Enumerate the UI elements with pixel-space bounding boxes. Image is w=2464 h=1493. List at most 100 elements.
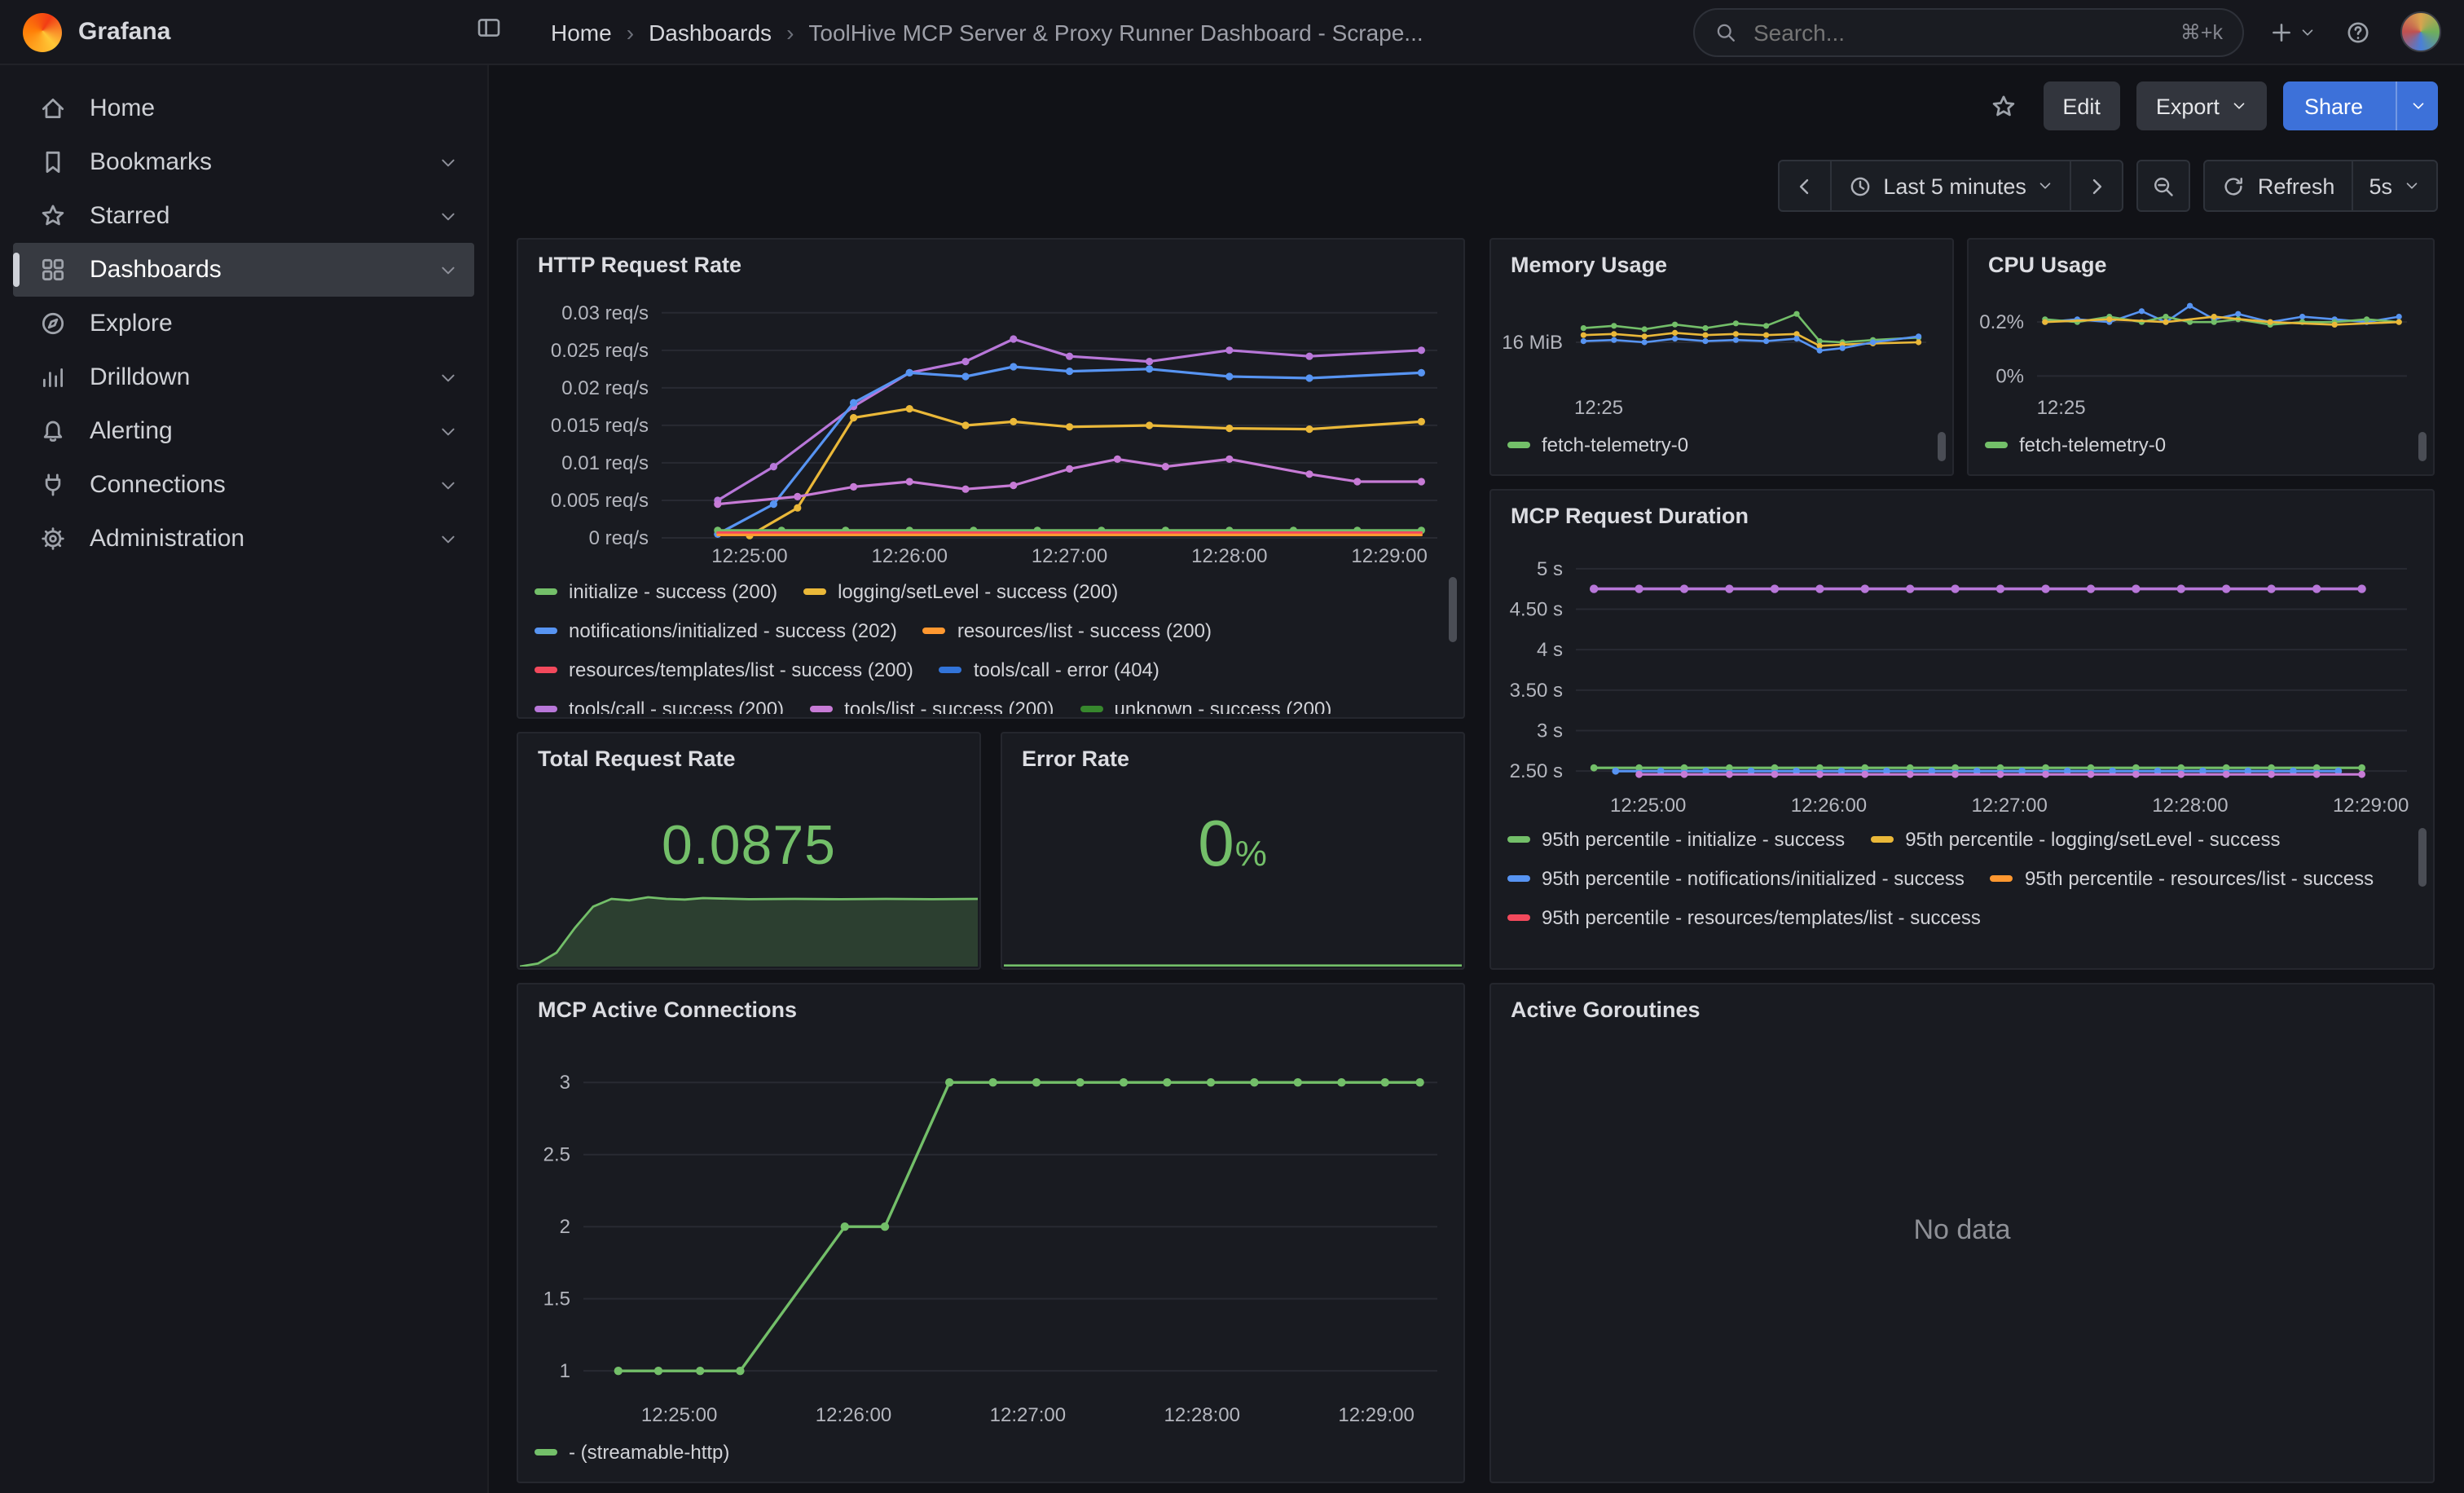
panel-title[interactable]: Total Request Rate: [538, 746, 736, 770]
zoom-out-button[interactable]: [2139, 161, 2189, 210]
sidebar-toggle-button[interactable]: [466, 9, 512, 55]
help-button[interactable]: [2335, 9, 2381, 55]
legend-item[interactable]: tools/call - success (200): [535, 694, 784, 714]
svg-text:1: 1: [560, 1360, 570, 1382]
header-actions: ⌘+k: [1693, 7, 2441, 56]
series-swatch: [535, 1449, 557, 1456]
legend-label: initialize - success (200): [569, 580, 778, 603]
zoom-out-group: [2136, 160, 2191, 212]
chevron-down-icon[interactable]: [438, 152, 458, 172]
series-swatch: [1080, 706, 1103, 712]
user-avatar[interactable]: [2400, 11, 2441, 52]
home-link[interactable]: Grafana: [23, 12, 450, 51]
mcp-active-connections-chart[interactable]: 1 1.5 2 2.5 3 12:25:00 12:26:00 12:27:00 12:28:0…: [525, 1033, 1450, 1429]
legend-item[interactable]: resources/templates/list - success (200): [535, 655, 913, 685]
legend-item[interactable]: 95th percentile - resources/templates/li…: [1507, 903, 1981, 932]
legend-item[interactable]: tools/list - success (200): [810, 694, 1054, 714]
svg-text:12:29:00: 12:29:00: [1338, 1404, 1414, 1426]
svg-text:12:27:00: 12:27:00: [1032, 545, 1107, 567]
cpu-usage-chart[interactable]: 0.2% 0% 12:25: [1972, 282, 2420, 422]
refresh-interval-picker[interactable]: 5s: [2351, 161, 2436, 210]
chevron-down-icon: [2038, 178, 2054, 194]
breadcrumb-home[interactable]: Home: [551, 19, 612, 45]
error-rate-sparkline[interactable]: [1002, 940, 1463, 967]
svg-text:3 s: 3 s: [1537, 720, 1563, 742]
series-swatch: [535, 628, 557, 634]
cpu-legend: fetch-telemetry-0: [1985, 430, 2404, 463]
legend-item[interactable]: logging/setLevel - success (200): [803, 577, 1118, 606]
total-request-rate-sparkline[interactable]: [518, 865, 979, 968]
panel-title[interactable]: MCP Active Connections: [538, 997, 798, 1021]
panel-title[interactable]: Active Goroutines: [1511, 997, 1701, 1021]
legend-item[interactable]: 95th percentile - initialize - success: [1507, 825, 1845, 854]
legend-label: resources/templates/list - success (200): [569, 658, 913, 681]
svg-text:12:25:00: 12:25:00: [711, 545, 787, 567]
time-toolbar: Last 5 minutes Refresh 5s: [1777, 160, 2438, 212]
share-button-label[interactable]: Share: [2303, 94, 2363, 118]
sidebar-item-administration[interactable]: Administration: [13, 512, 474, 566]
mcp-request-duration-chart[interactable]: 2.50 s 3 s 3.50 s 4 s 4.50 s 5 s 12:25:00 12:26…: [1498, 540, 2420, 820]
series-swatch: [1507, 442, 1530, 448]
sidebar-item-home[interactable]: Home: [13, 81, 474, 135]
legend-scrollbar[interactable]: [1938, 432, 1946, 461]
sidebar-item-explore[interactable]: Explore: [13, 297, 474, 350]
sidebar-item-starred[interactable]: Starred: [13, 189, 474, 243]
new-button[interactable]: [2264, 9, 2316, 55]
chevron-down-icon[interactable]: [438, 475, 458, 495]
favorite-button[interactable]: [1981, 83, 2026, 129]
panel-title[interactable]: CPU Usage: [1988, 252, 2107, 276]
legend-item[interactable]: 95th percentile - resources/list - succe…: [1990, 864, 2374, 893]
time-shift-forward-button[interactable]: [2070, 161, 2123, 210]
sidebar-item-dashboards[interactable]: Dashboards: [13, 243, 474, 297]
svg-text:2.50 s: 2.50 s: [1510, 760, 1563, 782]
http-request-rate-chart[interactable]: 0 req/s 0.005 req/s 0.01 req/s 0.015 req/s 0…: [525, 288, 1450, 570]
chevron-down-icon[interactable]: [438, 529, 458, 548]
legend-item[interactable]: notifications/initialized - success (202…: [535, 616, 897, 645]
breadcrumb-separator: ›: [626, 19, 635, 45]
chevron-down-icon[interactable]: [438, 260, 458, 280]
search-input[interactable]: [1750, 17, 2167, 46]
legend-item[interactable]: 95th percentile - notifications/initiali…: [1507, 864, 1965, 893]
edit-button[interactable]: Edit: [2043, 81, 2120, 130]
legend-item[interactable]: initialize - success (200): [535, 577, 777, 606]
sidebar-item-label: Connections: [90, 471, 226, 499]
zoom-out-icon: [2152, 174, 2176, 198]
share-button[interactable]: Share: [2282, 81, 2438, 130]
time-shift-back-button[interactable]: [1779, 161, 1829, 210]
time-range-picker[interactable]: Last 5 minutes: [1829, 161, 2070, 210]
breadcrumb-current: ToolHive MCP Server & Proxy Runner Dashb…: [808, 19, 1423, 45]
sidebar-item-connections[interactable]: Connections: [13, 458, 474, 512]
sidebar-item-label: Bookmarks: [90, 148, 213, 176]
chevron-down-icon[interactable]: [438, 368, 458, 387]
sidebar-item-drilldown[interactable]: Drilldown: [13, 350, 474, 404]
search-bar[interactable]: ⌘+k: [1693, 7, 2244, 56]
legend-item[interactable]: fetch-telemetry-0: [1507, 430, 1688, 460]
share-menu-button[interactable]: [2396, 81, 2438, 130]
sidebar-item-bookmarks[interactable]: Bookmarks: [13, 135, 474, 189]
legend-item[interactable]: fetch-telemetry-0: [1985, 430, 2166, 460]
svg-text:12:25:00: 12:25:00: [641, 1404, 717, 1426]
legend-scrollbar[interactable]: [1449, 577, 1457, 642]
panel-title[interactable]: HTTP Request Rate: [538, 252, 742, 276]
chevron-down-icon[interactable]: [438, 206, 458, 226]
panel-title[interactable]: Memory Usage: [1511, 252, 1668, 276]
legend-label: 95th percentile - initialize - success: [1542, 828, 1846, 851]
legend-scrollbar[interactable]: [2418, 432, 2427, 461]
memory-usage-chart[interactable]: 16 MiB 12:25: [1494, 282, 1939, 422]
panel-title[interactable]: Error Rate: [1022, 746, 1130, 770]
refresh-button[interactable]: Refresh: [2206, 161, 2352, 210]
sidebar-item-alerting[interactable]: Alerting: [13, 404, 474, 458]
legend-item[interactable]: 95th percentile - logging/setLevel - suc…: [1871, 825, 2280, 854]
export-button[interactable]: Export: [2136, 81, 2267, 130]
legend-item[interactable]: tools/call - error (404): [939, 655, 1159, 685]
legend-item[interactable]: - (streamable-http): [535, 1438, 729, 1467]
legend-item[interactable]: resources/list - success (200): [922, 616, 1212, 645]
legend-item[interactable]: unknown - success (200): [1080, 694, 1331, 714]
svg-text:4.50 s: 4.50 s: [1510, 599, 1563, 621]
chevron-down-icon[interactable]: [438, 421, 458, 441]
breadcrumb-dashboards[interactable]: Dashboards: [649, 19, 772, 45]
legend-scrollbar[interactable]: [2418, 828, 2427, 887]
refresh-icon: [2222, 174, 2246, 198]
panel-title[interactable]: MCP Request Duration: [1511, 503, 1749, 527]
sidebar-item-label: Starred: [90, 202, 170, 230]
